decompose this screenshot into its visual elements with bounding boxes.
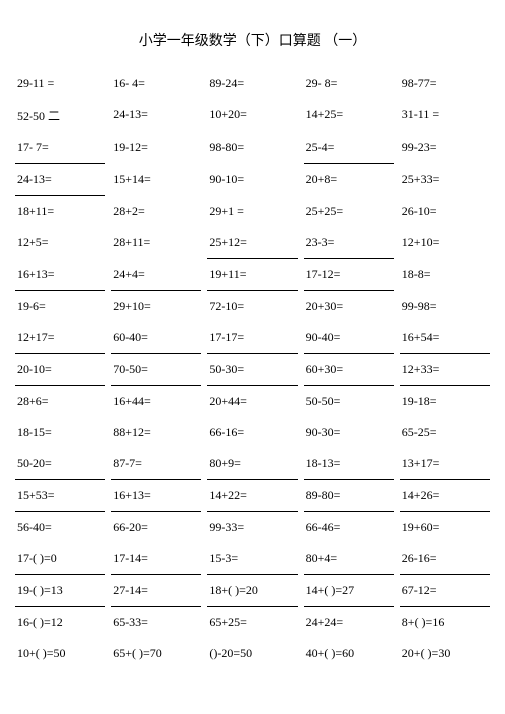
problem-cell: 19-12= (111, 132, 201, 164)
problem-cell: 72-10= (207, 291, 297, 322)
problem-cell: 14+25= (304, 99, 394, 132)
problem-cell: 16+13= (15, 259, 105, 291)
problem-cell: 16-( )=12 (15, 607, 105, 638)
problem-cell: 16+13= (111, 480, 201, 512)
problem-cell: 17-17= (207, 322, 297, 354)
problem-cell: 17-14= (111, 543, 201, 575)
problem-cell: 28+6= (15, 386, 105, 417)
problem-cell: 25+12= (207, 227, 297, 259)
problem-cell: 23-3= (304, 227, 394, 259)
problem-cell: 20+8= (304, 164, 394, 196)
problem-cell: 80+4= (304, 543, 394, 575)
problem-cell: 98-77= (400, 68, 490, 99)
problem-cell: 15+53= (15, 480, 105, 512)
problem-cell: 50-50= (304, 386, 394, 417)
problem-cell: 19-( )=13 (15, 575, 105, 607)
problem-cell: 90-40= (304, 322, 394, 354)
problem-cell: 87-7= (111, 448, 201, 480)
problem-cell: 27-14= (111, 575, 201, 607)
problem-cell: 18+11= (15, 196, 105, 227)
problem-cell: 16+44= (111, 386, 201, 417)
problem-cell: 17-( )=0 (15, 543, 105, 575)
problem-cell: 26-16= (400, 543, 490, 575)
problem-cell: 29+1 = (207, 196, 297, 227)
problem-cell: 60-40= (111, 322, 201, 354)
problem-cell: 88+12= (111, 417, 201, 448)
problem-cell: 90-10= (207, 164, 297, 196)
problem-cell: 18-15= (15, 417, 105, 448)
problem-cell: 99-23= (400, 132, 490, 164)
page-title: 小学一年级数学（下）口算题 （一） (15, 30, 490, 50)
problem-cell: 99-33= (207, 512, 297, 543)
problem-cell: 65+25= (207, 607, 297, 638)
problem-cell: 60+30= (304, 354, 394, 386)
problem-cell: 25+25= (304, 196, 394, 227)
problem-cell: 50-20= (15, 448, 105, 480)
problem-cell: 40+( )=60 (304, 638, 394, 669)
problem-cell: 19-18= (400, 386, 490, 417)
problem-cell: 20-10= (15, 354, 105, 386)
problem-cell: 66-16= (207, 417, 297, 448)
problem-cell: 65-25= (400, 417, 490, 448)
problem-cell: 28+11= (111, 227, 201, 259)
problem-cell: 29- 8= (304, 68, 394, 99)
problem-cell: 29-11 = (15, 68, 105, 99)
problem-cell: 24-13= (15, 164, 105, 196)
problem-cell: 20+30= (304, 291, 394, 322)
problem-cell: 70-50= (111, 354, 201, 386)
problem-cell: 19+60= (400, 512, 490, 543)
problem-cell: 18-13= (304, 448, 394, 480)
problem-cell: 12+33= (400, 354, 490, 386)
problem-cell: 52-50 二 (15, 99, 105, 132)
problem-cell: 12+17= (15, 322, 105, 354)
problem-cell: ()-20=50 (207, 638, 297, 669)
problem-cell: 31-11 = (400, 99, 490, 132)
problem-cell: 12+5= (15, 227, 105, 259)
problem-cell: 17- 7= (15, 132, 105, 164)
problem-grid: 29-11 =16- 4=89-24=29- 8=98-77=52-50 二24… (15, 68, 490, 669)
problem-cell: 10+( )=50 (15, 638, 105, 669)
problem-cell: 12+10= (400, 227, 490, 259)
problem-cell: 20+44= (207, 386, 297, 417)
problem-cell: 16- 4= (111, 68, 201, 99)
problem-cell: 25+33= (400, 164, 490, 196)
problem-cell: 98-80= (207, 132, 297, 164)
worksheet-page: 小学一年级数学（下）口算题 （一） 29-11 =16- 4=89-24=29-… (0, 0, 505, 714)
problem-cell: 66-46= (304, 512, 394, 543)
problem-cell: 26-10= (400, 196, 490, 227)
problem-cell: 29+10= (111, 291, 201, 322)
problem-cell: 65+( )=70 (111, 638, 201, 669)
problem-cell: 24+24= (304, 607, 394, 638)
problem-cell: 89-24= (207, 68, 297, 99)
problem-cell: 18+( )=20 (207, 575, 297, 607)
problem-cell: 50-30= (207, 354, 297, 386)
problem-cell: 24+4= (111, 259, 201, 291)
problem-cell: 24-13= (111, 99, 201, 132)
problem-cell: 19-6= (15, 291, 105, 322)
problem-cell: 15-3= (207, 543, 297, 575)
problem-cell: 90-30= (304, 417, 394, 448)
problem-cell: 8+( )=16 (400, 607, 490, 638)
problem-cell: 16+54= (400, 322, 490, 354)
problem-cell: 80+9= (207, 448, 297, 480)
problem-cell: 89-80= (304, 480, 394, 512)
problem-cell: 14+22= (207, 480, 297, 512)
problem-cell: 14+26= (400, 480, 490, 512)
problem-cell: 17-12= (304, 259, 394, 291)
problem-cell: 66-20= (111, 512, 201, 543)
problem-cell: 25-4= (304, 132, 394, 164)
problem-cell: 14+( )=27 (304, 575, 394, 607)
problem-cell: 18-8= (400, 259, 490, 291)
problem-cell: 19+11= (207, 259, 297, 291)
problem-cell: 99-98= (400, 291, 490, 322)
problem-cell: 65-33= (111, 607, 201, 638)
problem-cell: 13+17= (400, 448, 490, 480)
problem-cell: 20+( )=30 (400, 638, 490, 669)
problem-cell: 56-40= (15, 512, 105, 543)
problem-cell: 15+14= (111, 164, 201, 196)
problem-cell: 10+20= (207, 99, 297, 132)
problem-cell: 67-12= (400, 575, 490, 607)
problem-cell: 28+2= (111, 196, 201, 227)
